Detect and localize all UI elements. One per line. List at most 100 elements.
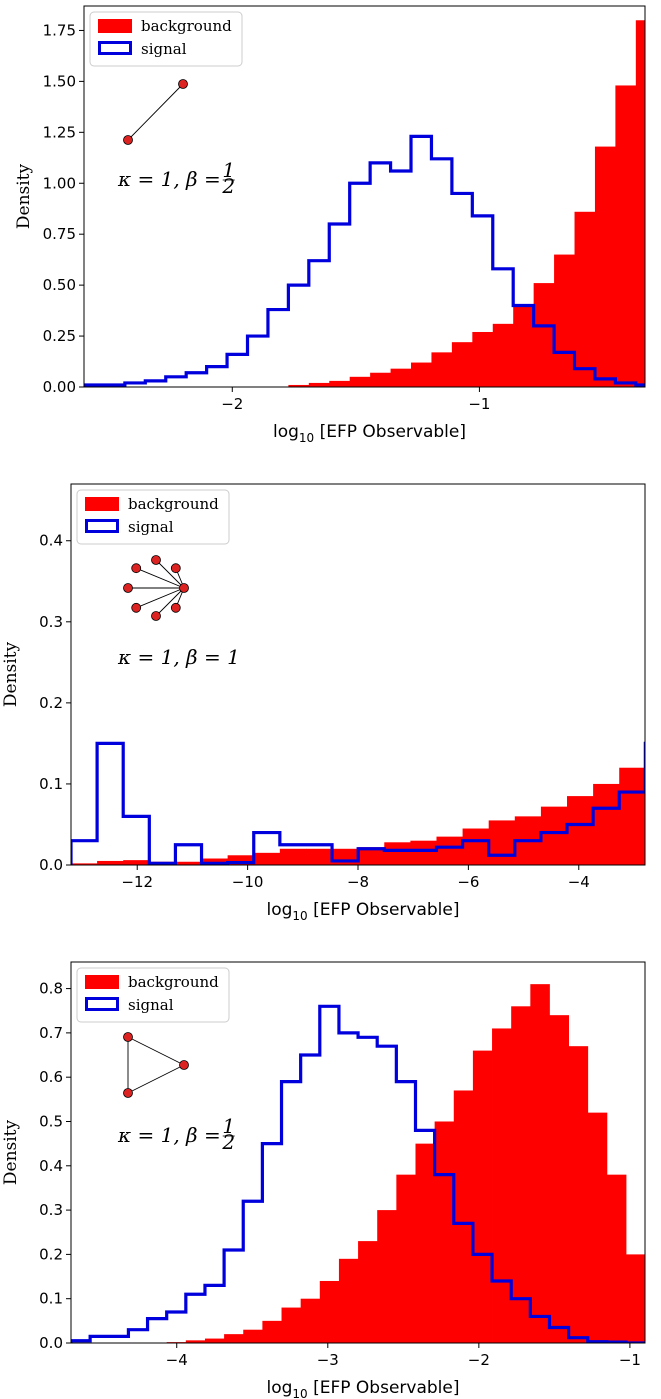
background-bar: [567, 796, 594, 865]
background-bar: [568, 1046, 589, 1343]
background-bar: [606, 1174, 627, 1343]
background-bar: [396, 1174, 416, 1343]
panel-1: 0.00 0.25 0.50 0.75 1.00 1.25 1.50 1.75 −2 −1log1…: [14, 5, 646, 445]
background-bar: [511, 1006, 531, 1343]
background-bar: [227, 855, 255, 865]
legend-signal-swatch: [98, 41, 132, 55]
background-bar: [593, 783, 620, 865]
background-bar: [308, 382, 330, 387]
y-tick-label: 0.3: [39, 1201, 63, 1219]
graph-node: [131, 563, 142, 574]
legend-signal-swatch: [85, 997, 119, 1011]
legend-background-swatch: [85, 497, 119, 511]
y-tick-label: 0.4: [39, 1157, 63, 1175]
plot-area: [71, 984, 661, 1343]
graph-node: [123, 135, 133, 145]
signal-step-line: [71, 1004, 645, 1343]
background-bar: [410, 840, 437, 865]
panel-2: 0.0 0.1 0.2 0.3 0.4 −12 −10 −8 −6 −4 log10 [EFP Ob…: [1, 483, 646, 923]
background-bar: [574, 211, 596, 387]
x-tick-label: −3: [317, 1351, 339, 1369]
background-bar: [384, 842, 411, 865]
background-bar: [533, 283, 555, 387]
y-tick-label: 0.75: [43, 225, 76, 243]
fraction-denominator: 2: [221, 174, 235, 198]
graph-node: [123, 1032, 133, 1042]
y-tick-label: 1.25: [43, 123, 76, 141]
background-bar: [71, 863, 98, 865]
graph-edge: [136, 587, 185, 609]
x-axis-label: log10 [EFP Observable]: [273, 422, 466, 445]
background-bar: [415, 1143, 436, 1343]
background-bar: [615, 85, 637, 387]
legend-background-label: background: [128, 973, 219, 991]
x-tick-label: −8: [347, 873, 369, 891]
graph-node: [131, 602, 142, 613]
graph-glyph-triangle: [123, 1032, 189, 1098]
graph-node: [123, 1088, 133, 1098]
x-tick-label: −4: [166, 1351, 188, 1369]
y-tick-label: 0.8: [39, 980, 63, 998]
y-axis-label: Density: [1, 1119, 21, 1185]
axes-frame: [70, 961, 646, 1344]
fraction-denominator: 2: [221, 1130, 235, 1154]
x-tick-label: −12: [121, 873, 153, 891]
background-bar: [462, 828, 490, 865]
y-tick-label: 0.1: [39, 1290, 63, 1308]
background-bar: [253, 852, 281, 865]
graph-edge: [155, 559, 185, 589]
background-bar: [224, 1334, 244, 1343]
background-bar: [204, 1338, 225, 1343]
background-bar: [332, 848, 359, 865]
legend-signal-swatch: [85, 519, 119, 533]
background-bar: [338, 1258, 359, 1343]
background-bar: [453, 1090, 474, 1343]
parameter-annotation: κ = 1, β = 1: [117, 645, 240, 669]
background-bar: [549, 1015, 569, 1343]
y-axis-label: Density: [14, 163, 34, 229]
background-bar: [587, 1112, 608, 1343]
legend: background signal: [76, 489, 230, 545]
background-bar: [201, 858, 229, 865]
background-bar: [540, 806, 568, 865]
background-bar: [530, 984, 550, 1343]
y-tick-label: 0.3: [39, 613, 63, 631]
background-bar: [281, 1307, 302, 1343]
plot-area: [84, 20, 645, 387]
background-bar: [349, 376, 371, 387]
y-tick-label: 0.0: [39, 1334, 63, 1352]
graph-edge: [127, 83, 184, 141]
background-bar: [390, 368, 412, 387]
graph-node: [179, 1060, 189, 1070]
x-tick-label: −1: [619, 1351, 641, 1369]
background-bar: [635, 20, 645, 387]
background-bar: [431, 352, 453, 387]
y-tick-label: 0.00: [43, 378, 76, 396]
fraction-numerator: 1: [222, 158, 235, 182]
background-bar: [123, 860, 150, 865]
x-axis-label: log10 [EFP Observable]: [267, 1378, 460, 1399]
graph-node: [151, 611, 161, 621]
background-bar: [358, 847, 385, 865]
graph-edge: [127, 1036, 185, 1066]
legend: background signal: [89, 11, 243, 67]
background-bar: [492, 1028, 512, 1343]
graph-node: [178, 79, 188, 89]
graph-edge: [136, 567, 185, 589]
x-tick-label: −10: [232, 873, 264, 891]
background-bar: [436, 836, 463, 865]
background-bar: [377, 1210, 397, 1343]
background-bar: [488, 820, 516, 865]
y-tick-label: 0.6: [39, 1068, 63, 1086]
background-bar: [645, 1325, 661, 1343]
graph-node: [170, 602, 181, 613]
signal-step-line: [71, 741, 645, 865]
background-bar: [279, 848, 307, 865]
legend-background-label: background: [128, 495, 219, 513]
background-bar: [288, 384, 310, 387]
graph-node: [179, 583, 189, 593]
background-bar: [175, 861, 202, 865]
background-bar: [319, 1280, 340, 1343]
x-tick-label: −4: [568, 873, 590, 891]
legend-background-label: background: [141, 17, 232, 35]
